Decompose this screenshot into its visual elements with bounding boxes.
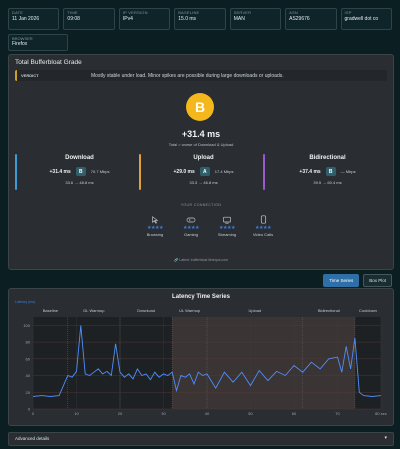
- tab-time-series[interactable]: Time Series: [323, 274, 360, 287]
- chart-title: Latency Time Series: [172, 294, 230, 300]
- grade-title: Total Bufferbloat Grade: [15, 59, 82, 66]
- download-result: Download +31.4 ms B 70.7 Mbps 33.6 → 48.8 …: [15, 153, 139, 195]
- download-grade: B: [75, 167, 86, 176]
- phase-label: DL Warmup: [83, 308, 105, 313]
- x-tick-label: 10: [74, 411, 79, 416]
- results-link[interactable]: 🔗 Latest: bufferbloat.libreqos.com: [173, 258, 229, 262]
- y-tick-label: 0: [28, 407, 31, 412]
- use-video-calls: ★★★★ Video Calls: [247, 215, 279, 245]
- connection-uses: ★★★★ Browsing ★★★★ Gaming ★★★★ Streaming…: [139, 215, 279, 245]
- video-calls-label: Video Calls: [252, 232, 274, 237]
- bidirectional-result: Bidirectional +37.4 ms B — Mbps 39.5 → 60.…: [263, 153, 387, 195]
- upload-title: Upload: [193, 155, 214, 161]
- x-tick-label: 60: [292, 411, 297, 416]
- upload-accent: [139, 154, 141, 190]
- latency-chart: 0 20 40 60 80 100 0 10 20 30 40 50 60 70 80 sec Baselin…: [23, 308, 387, 416]
- streaming-label: Streaming: [217, 232, 237, 237]
- phase-label: Download: [137, 308, 155, 313]
- latency-series-line: [32, 325, 382, 397]
- x-tick-label: 80 sec: [375, 411, 387, 416]
- browsing-label: Browsing: [146, 232, 164, 237]
- chart-legend: Latency (ms): [15, 300, 36, 304]
- x-tick-label: 40: [205, 411, 210, 416]
- chevron-down-icon: ▾: [384, 435, 387, 441]
- upload-latency: +29.0 ms: [173, 168, 195, 175]
- upload-speed: 17.4 Mbps: [214, 169, 234, 174]
- phase-label: Cooldown: [359, 308, 377, 313]
- upload-range: 33.3 → 46.8 ms: [189, 180, 218, 185]
- tv-icon: [211, 215, 243, 224]
- gaming-stars: ★★★★: [183, 225, 199, 231]
- y-tick-label: 80: [26, 340, 31, 345]
- browsing-stars: ★★★★: [147, 225, 163, 231]
- connection-title: YOUR CONNECTION: [180, 203, 222, 207]
- info-server: SERVER MAN: [229, 8, 282, 30]
- grade-panel: Total Bufferbloat Grade VERDICT Mostly s…: [8, 54, 394, 270]
- download-range: 33.6 → 48.8 ms: [65, 180, 94, 185]
- latency-chart-panel: Latency Time Series Latency (ms) 0 20 40 60…: [8, 288, 394, 426]
- bidirectional-title: Bidirectional: [309, 155, 346, 161]
- upload-grade: A: [199, 167, 210, 176]
- bidirectional-range: 39.5 → 60.4 ms: [313, 180, 342, 185]
- x-tick-label: 30: [161, 411, 166, 416]
- info-date: DATE 11 Jan 2026: [8, 8, 60, 30]
- info-time: TIME 09:08: [63, 8, 115, 30]
- y-tick-label: 20: [26, 390, 31, 395]
- info-ip-version: IP VERSION IPv4: [118, 8, 171, 30]
- use-streaming: ★★★★ Streaming: [211, 215, 243, 245]
- phone-icon: [247, 215, 279, 224]
- gamepad-icon: [175, 215, 207, 224]
- video-calls-stars: ★★★★: [255, 225, 271, 231]
- info-asn: ASN AS29676: [285, 8, 337, 30]
- bidirectional-speed: — Mbps: [340, 169, 356, 174]
- chart-tabs: Time Series Box Plot: [323, 274, 392, 287]
- x-tick-label: 20: [118, 411, 123, 416]
- phase-label: Bidirectional: [318, 308, 340, 313]
- use-gaming: ★★★★ Gaming: [175, 215, 207, 245]
- tab-box-plot[interactable]: Box Plot: [363, 274, 392, 287]
- download-accent: [15, 154, 17, 190]
- verdict-label: VERDICT: [21, 73, 39, 78]
- verdict-box: VERDICT Mostly stable under load. Minor …: [15, 70, 387, 81]
- verdict-text: Mostly stable under load. Minor spikes a…: [91, 72, 284, 79]
- y-tick-label: 60: [26, 356, 31, 361]
- download-latency: +31.4 ms: [49, 168, 71, 175]
- bidirectional-grade: B: [325, 167, 336, 176]
- upload-shaded-region: [172, 317, 355, 409]
- use-browsing: ★★★★ Browsing: [139, 215, 171, 245]
- info-bar: DATE 11 Jan 2026 TIME 09:08 IP VERSION IPv4…: [8, 8, 392, 30]
- download-speed: 70.7 Mbps: [90, 169, 110, 174]
- total-latency: +31.4 ms: [181, 129, 221, 139]
- download-title: Download: [65, 155, 94, 161]
- phase-label: UL Warmup: [179, 308, 201, 313]
- x-tick-label: 0: [32, 411, 35, 416]
- grade-badge: B: [186, 93, 214, 121]
- info-browser: BROWSER Firefox: [8, 34, 68, 51]
- y-tick-label: 40: [26, 373, 31, 378]
- advanced-details-label: Advanced details: [15, 436, 50, 441]
- phase-label: Upload: [249, 308, 262, 313]
- gaming-label: Gaming: [183, 232, 198, 237]
- phase-label: Baseline: [43, 308, 59, 313]
- info-baseline: BASELINE 15.0 ms: [174, 8, 226, 30]
- streaming-stars: ★★★★: [219, 225, 235, 231]
- bidirectional-latency: +37.4 ms: [299, 168, 321, 175]
- upload-result: Upload +29.0 ms A 17.4 Mbps 33.3 → 46.8 ms: [139, 153, 263, 195]
- bidirectional-accent: [263, 154, 265, 190]
- x-tick-label: 70: [335, 411, 340, 416]
- x-tick-label: 50: [248, 411, 253, 416]
- y-tick-label: 100: [23, 323, 30, 328]
- info-isp: ISP gradwell dot co: [340, 8, 392, 30]
- total-latency-caption: Total = worse of Download & Upload: [168, 142, 234, 147]
- test-results: Download +31.4 ms B 70.7 Mbps 33.6 → 48.8 …: [15, 153, 387, 195]
- cursor-icon: [139, 215, 171, 224]
- advanced-details[interactable]: Advanced details ▾: [8, 432, 394, 446]
